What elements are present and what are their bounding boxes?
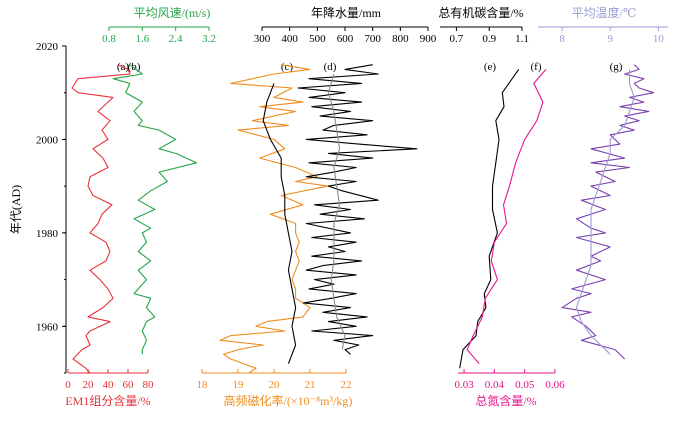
series-line-g-purple (561, 64, 655, 360)
tick-label-d: 700 (364, 33, 381, 45)
series-line-c-black (262, 83, 297, 364)
tick-label-d: 500 (309, 33, 326, 45)
tick-label-f: 0.03 (454, 379, 474, 391)
tick-label-d: 600 (337, 33, 354, 45)
tick-label-f: 0.04 (485, 379, 505, 391)
y-tick-label: 1960 (36, 321, 59, 333)
panel-label-f: (f) (531, 61, 542, 73)
tick-label-g: 10 (653, 33, 665, 45)
series-line-d-gray (327, 73, 346, 350)
y-tick-label: 2000 (36, 134, 59, 146)
axis-title-e: 总有机碳含量/% (438, 5, 523, 20)
tick-label-f: 0.05 (515, 379, 535, 391)
axis-title-c: 高频磁化率/(×10⁻⁸m³/kg) (224, 393, 353, 408)
y-tick-label: 1980 (36, 228, 59, 240)
tick-label-c: 21 (305, 379, 316, 391)
y-axis-title: 年代(AD) (9, 185, 23, 234)
series-line-d-black (297, 64, 418, 355)
tick-label-a: 80 (143, 379, 155, 391)
tick-label-c: 19 (233, 379, 245, 391)
tick-label-d: 300 (254, 33, 271, 45)
axis-title-g: 平均温度/℃ (572, 5, 637, 20)
series-line-b-0 (112, 64, 198, 355)
axis-title-f: 总氮含量/% (475, 393, 536, 408)
series-line-c-orange (219, 64, 329, 374)
tick-label-a: 40 (103, 379, 115, 391)
series-line-e-0 (459, 69, 520, 369)
tick-label-c: 18 (197, 379, 209, 391)
axis-title-d: 年降水量/mm (311, 6, 382, 20)
axis-title-b: 平均风速/(m/s) (134, 6, 211, 20)
tick-label-e: 0.9 (482, 33, 496, 45)
tick-label-b: 0.8 (102, 33, 116, 45)
axis-title-a: EM1组分含量/% (65, 393, 150, 408)
tick-label-e: 1.1 (515, 33, 529, 45)
tick-label-g: 8 (559, 33, 565, 45)
tick-label-d: 400 (281, 33, 298, 45)
tick-label-a: 60 (123, 379, 135, 391)
series-line-g-lavender (575, 69, 635, 355)
tick-label-c: 22 (341, 379, 352, 391)
series-line-f-0 (466, 69, 547, 365)
tick-label-a: 20 (83, 379, 95, 391)
series-line-a-0 (71, 64, 131, 374)
tick-label-b: 3.2 (202, 33, 216, 45)
tick-label-b: 2.4 (169, 33, 183, 45)
tick-label-g: 9 (607, 33, 613, 45)
tick-label-d: 800 (392, 33, 409, 45)
tick-label-b: 1.6 (135, 33, 149, 45)
tick-label-c: 20 (269, 379, 281, 391)
panel-label-d: (d) (324, 61, 337, 73)
y-tick-label: 2020 (36, 41, 59, 53)
tick-label-e: 0.7 (450, 33, 464, 45)
panel-label-c: (c) (281, 61, 294, 73)
tick-label-a: 0 (65, 379, 71, 391)
tick-label-d: 900 (420, 33, 437, 45)
tick-label-f: 0.06 (545, 379, 565, 391)
panel-label-g: (g) (610, 61, 623, 73)
panel-label-e: (e) (484, 61, 497, 73)
